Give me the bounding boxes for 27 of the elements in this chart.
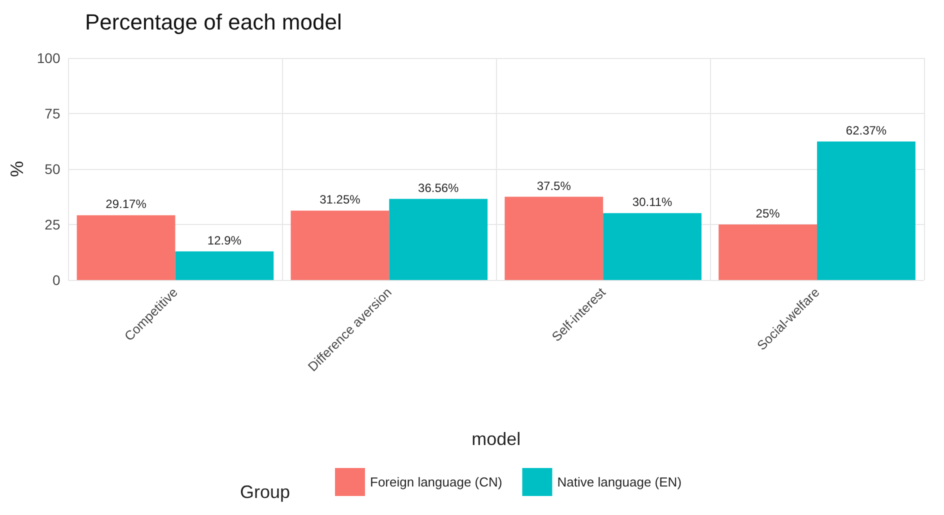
x-axis-title: model bbox=[472, 429, 521, 449]
y-tick-label: 100 bbox=[36, 50, 60, 66]
data-label: 29.17% bbox=[106, 197, 147, 212]
bar bbox=[504, 196, 604, 280]
bar bbox=[389, 198, 488, 280]
bar bbox=[718, 224, 818, 280]
data-label: 37.5% bbox=[536, 178, 572, 193]
data-label: 25% bbox=[756, 206, 780, 220]
legend-label: Native language (EN) bbox=[557, 474, 682, 490]
y-tick-label: 50 bbox=[44, 161, 60, 177]
data-label: 36.56% bbox=[418, 180, 460, 195]
y-tick-label: 75 bbox=[44, 106, 60, 122]
bar bbox=[76, 215, 176, 280]
chart-title: Percentage of each model bbox=[85, 10, 342, 34]
legend-label: Foreign language (CN) bbox=[370, 474, 502, 490]
bar bbox=[817, 142, 916, 280]
bar bbox=[290, 210, 390, 280]
data-label: 31.25% bbox=[320, 192, 361, 207]
data-label: 12.9% bbox=[207, 233, 242, 248]
data-label: 62.37% bbox=[846, 124, 887, 138]
data-label: 30.11% bbox=[632, 195, 673, 210]
legend-title: Group bbox=[240, 482, 290, 502]
y-tick-label: 25 bbox=[44, 216, 60, 232]
y-axis-title: % bbox=[7, 160, 27, 178]
bar bbox=[175, 251, 274, 280]
bar bbox=[603, 213, 702, 280]
y-tick-label: 0 bbox=[52, 272, 60, 288]
